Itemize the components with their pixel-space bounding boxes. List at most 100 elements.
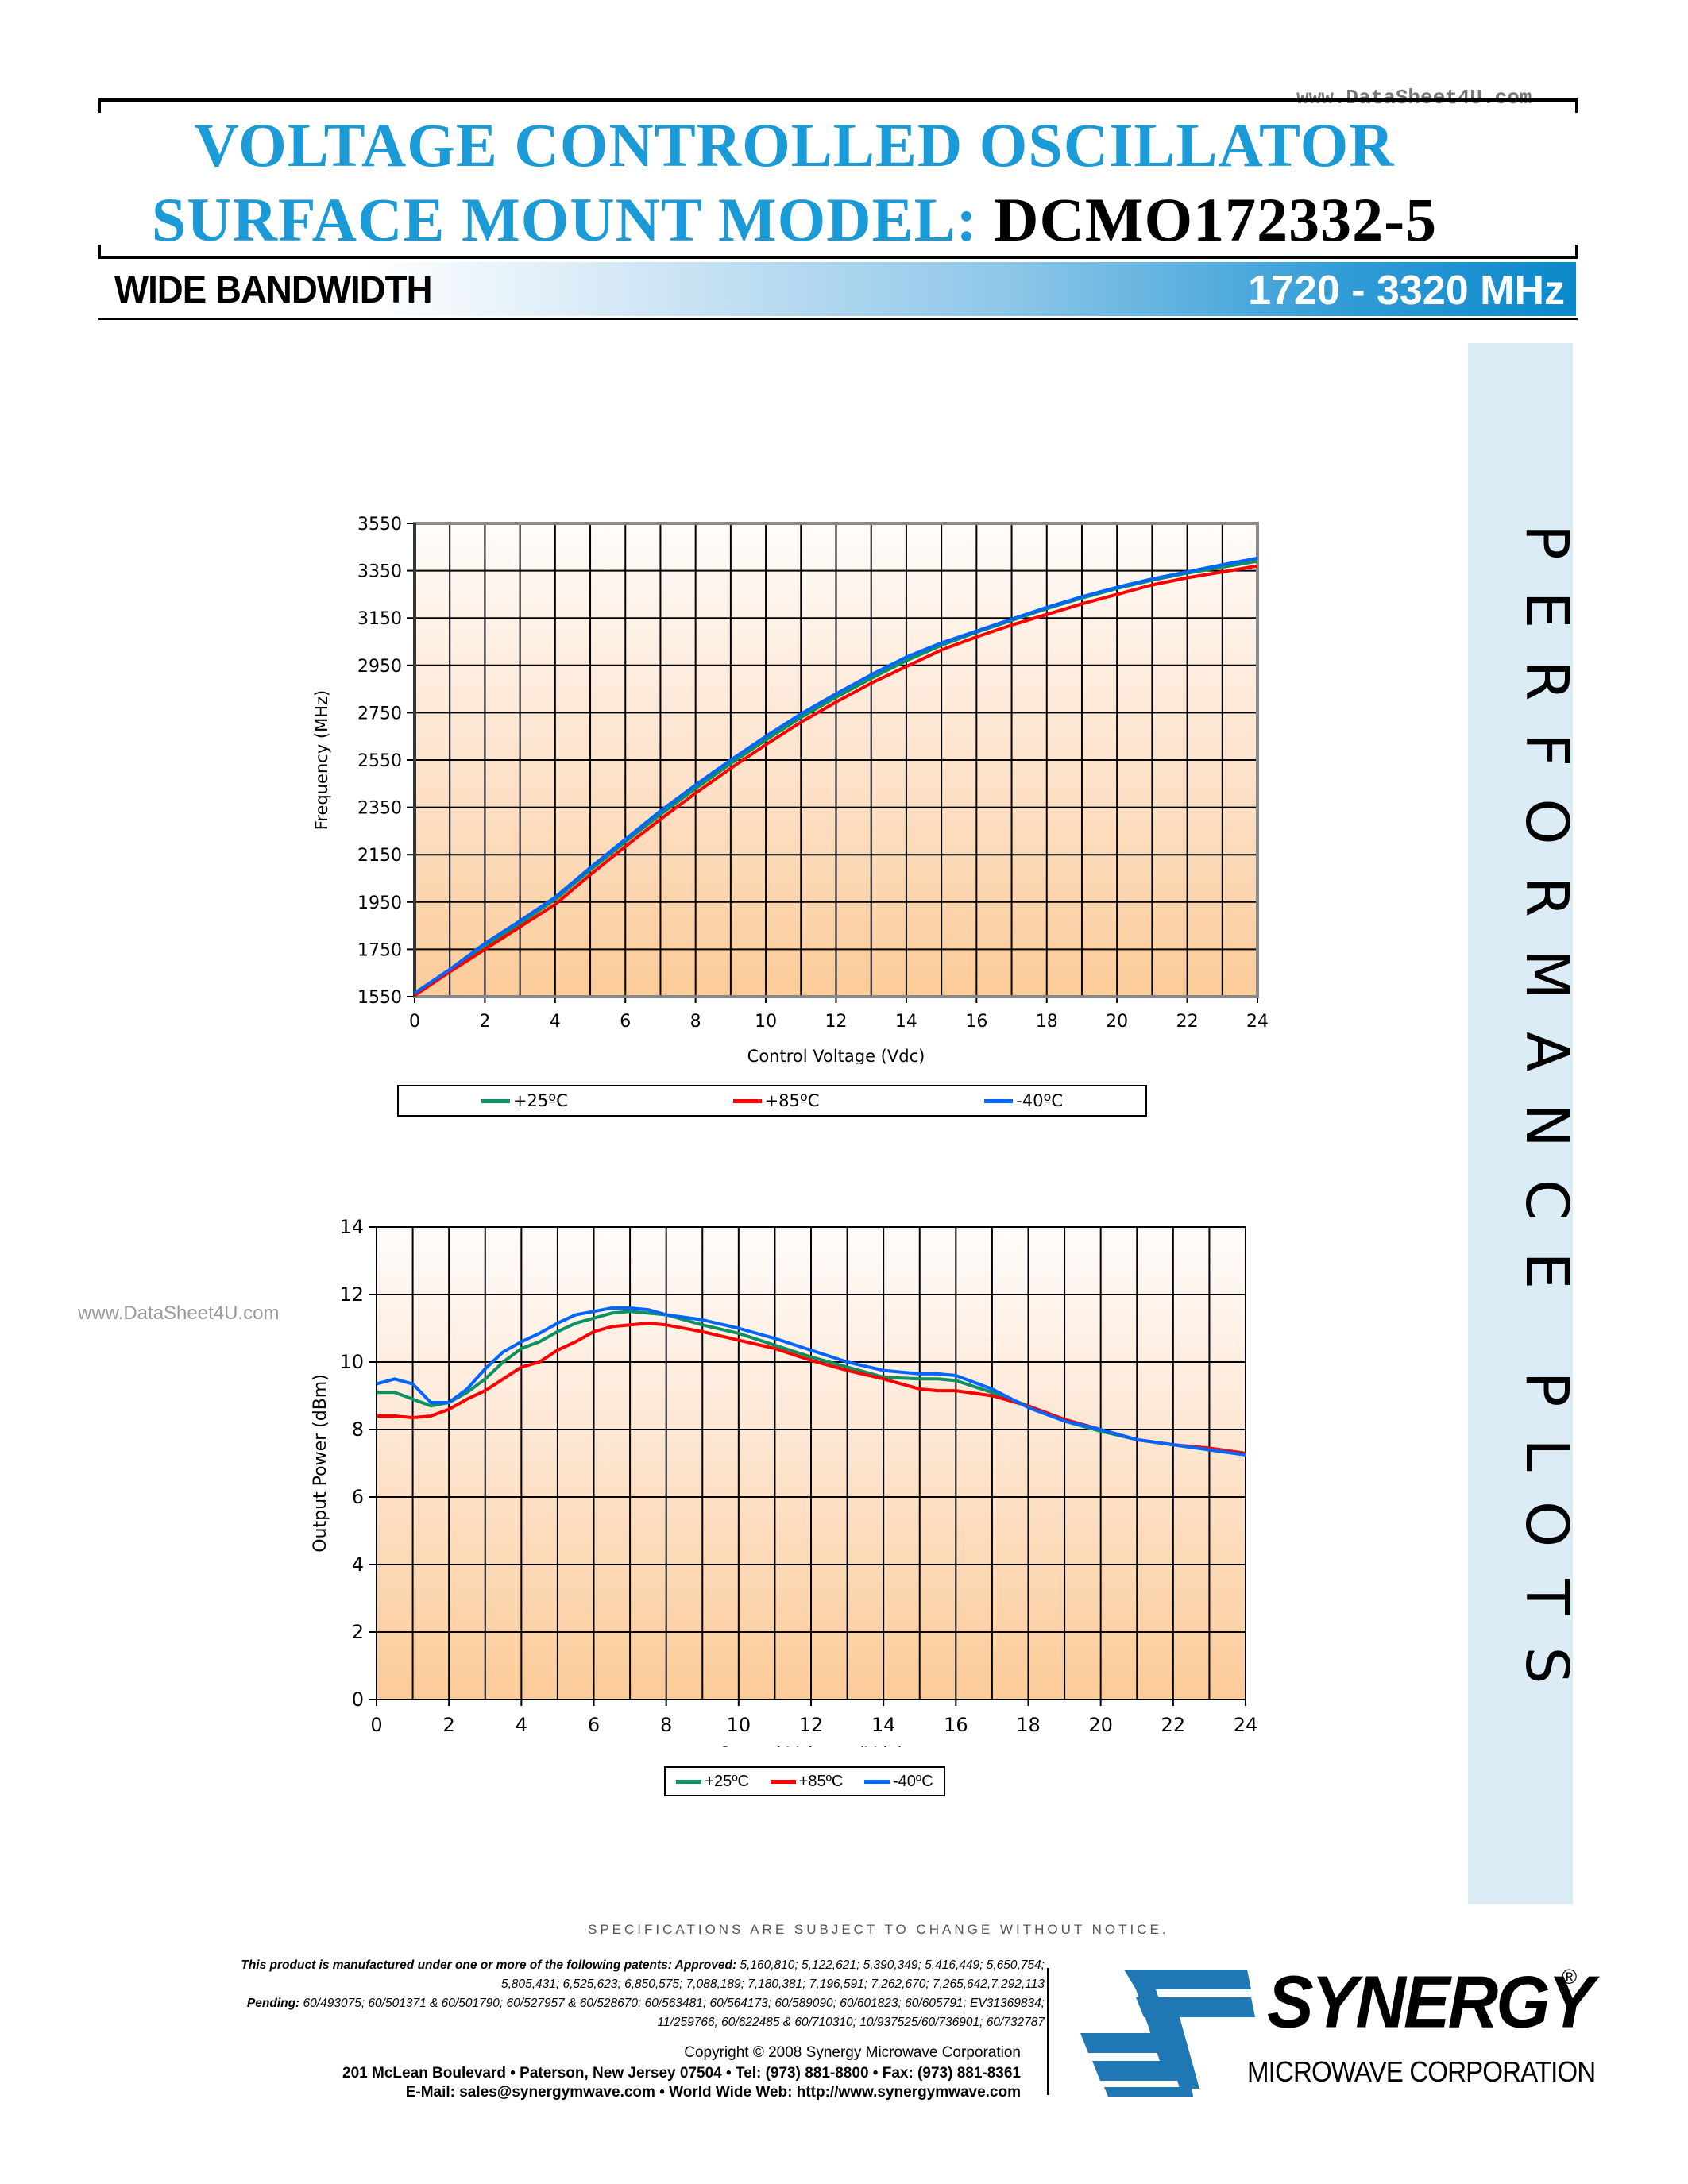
legend-label: -40ºC (1016, 1091, 1064, 1110)
legend-label: +25ºC (512, 1091, 568, 1110)
patents-approved-line2: 5,805,431; 6,525,623; 6,850,575; 7,088,1… (500, 1978, 1045, 1991)
svg-text:1950: 1950 (357, 893, 402, 913)
legend-item-25c: +25ºC (676, 1773, 749, 1791)
synergy-logo: SYNERGY ® MICROWAVE CORPORATION (1080, 1961, 1596, 2097)
svg-text:2: 2 (443, 1714, 455, 1736)
svg-text:12: 12 (799, 1714, 824, 1736)
legend-swatch-red (770, 1779, 796, 1784)
title-line-1: VOLTAGE CONTROLLED OSCILLATOR (194, 110, 1395, 179)
model-number: DCMO172332-5 (994, 185, 1438, 254)
watermark-left: www.DataSheet4U.com (78, 1302, 280, 1324)
svg-text:14: 14 (871, 1714, 896, 1736)
legend-label: +25ºC (705, 1772, 750, 1790)
patents-pending-line2: 11/259766; 60/622485 & 60/710310; 10/937… (657, 2016, 1045, 2029)
legend-swatch-green (676, 1779, 702, 1784)
svg-text:18: 18 (1016, 1714, 1041, 1736)
svg-text:3350: 3350 (357, 562, 402, 582)
legend-label: -40ºC (893, 1772, 933, 1790)
header-bottom-rule (98, 256, 1578, 259)
legend-item-m40c: -40ºC (984, 1091, 1063, 1110)
svg-text:4: 4 (352, 1553, 364, 1576)
svg-text:24: 24 (1246, 1012, 1269, 1032)
patents-approved-1: 5,160,810; 5,122,621; 5,390,349; 5,416,4… (740, 1958, 1045, 1972)
sidebar-panel (1468, 343, 1573, 1904)
svg-text:22: 22 (1161, 1714, 1186, 1736)
svg-text:12: 12 (825, 1012, 848, 1032)
svg-text:Control Voltage (Vdc): Control Voltage (Vdc) (747, 1047, 925, 1064)
band-label: WIDE BANDWIDTH (114, 269, 433, 311)
svg-text:2550: 2550 (357, 751, 402, 771)
legend-item-m40c: -40ºC (864, 1773, 933, 1791)
legend-label: +85ºC (764, 1091, 820, 1110)
svg-text:6: 6 (620, 1012, 631, 1032)
svg-text:14: 14 (895, 1012, 917, 1032)
header-top-rule (98, 98, 1578, 102)
svg-text:22: 22 (1176, 1012, 1199, 1032)
svg-text:16: 16 (944, 1714, 968, 1736)
svg-text:20: 20 (1088, 1714, 1113, 1736)
svg-text:20: 20 (1106, 1012, 1128, 1032)
svg-text:10: 10 (339, 1351, 364, 1373)
svg-text:2: 2 (479, 1012, 490, 1032)
patents-intro: This product is manufactured under one o… (241, 1958, 737, 1972)
svg-text:4: 4 (550, 1012, 561, 1032)
header-left-tick-bottom (98, 245, 101, 257)
svg-text:0: 0 (370, 1714, 382, 1736)
svg-text:Output Power (dBm): Output Power (dBm) (311, 1374, 330, 1553)
svg-text:8: 8 (660, 1714, 672, 1736)
logo-word: SYNERGY (1267, 1960, 1594, 2043)
svg-text:8: 8 (352, 1418, 364, 1441)
patents-approved-line1: This product is manufactured under one o… (241, 1958, 1045, 1973)
power-chart: 02468101214024681012141618202224Control … (311, 1216, 1257, 1747)
legend-item-85c: +85ºC (770, 1772, 844, 1791)
copyright: Copyright © 2008 Synergy Microwave Corpo… (684, 2044, 1021, 2061)
bandwidth-band: WIDE BANDWIDTH 1720 - 3320 MHz (98, 262, 1576, 316)
frequency-chart: 1550 1750 1950 2150 2350 2550 2750 2950 3150 3350… (312, 515, 1269, 1064)
header-right-tick-bottom (1575, 245, 1578, 257)
title-prefix: SURFACE MOUNT MODEL: (151, 185, 978, 254)
legend-swatch-red (732, 1098, 762, 1103)
spec-notice: SPECIFICATIONS ARE SUBJECT TO CHANGE WIT… (588, 1922, 1169, 1937)
svg-text:0: 0 (409, 1012, 420, 1032)
svg-text:12: 12 (339, 1283, 364, 1306)
svg-text:6: 6 (588, 1714, 600, 1736)
svg-text:8: 8 (690, 1012, 701, 1032)
svg-text:1550: 1550 (357, 988, 402, 1008)
svg-text:2150: 2150 (357, 846, 402, 866)
svg-text:2350: 2350 (357, 799, 402, 819)
svg-text:4: 4 (516, 1714, 527, 1736)
frequency-plot-area: 1550 1750 1950 2150 2350 2550 2750 2950 3150 3350… (312, 515, 1269, 1064)
svg-text:2950: 2950 (357, 657, 402, 677)
patents-pending-1: 60/493075; 60/501371 & 60/501790; 60/527… (303, 1997, 1045, 2010)
power-legend: +25ºC +85ºC -40ºC (664, 1766, 945, 1796)
watermark-top: www.DataSheet4U.com (1296, 86, 1532, 110)
power-plot-area: 02468101214024681012141618202224Control … (311, 1216, 1257, 1747)
footer-divider (1047, 1968, 1049, 2095)
svg-text:2: 2 (352, 1621, 364, 1643)
svg-text:10: 10 (727, 1714, 751, 1736)
frequency-range: 1720 - 3320 MHz (1248, 268, 1565, 314)
svg-text:10: 10 (755, 1012, 777, 1032)
legend-swatch-blue (864, 1779, 890, 1784)
band-bottom-rule (98, 318, 1578, 320)
svg-text:1750: 1750 (357, 940, 402, 960)
svg-text:0: 0 (352, 1688, 364, 1711)
legend-swatch-green (481, 1098, 510, 1103)
logo-registered: ® (1562, 1965, 1578, 1989)
legend-label: +85ºC (798, 1772, 844, 1790)
svg-text:24: 24 (1234, 1714, 1258, 1736)
svg-text:Frequency (MHz): Frequency (MHz) (312, 690, 331, 830)
contact: E-Mail: sales@synergymwave.com • World W… (405, 2084, 1021, 2101)
svg-text:3150: 3150 (357, 609, 402, 629)
header-right-tick (1575, 98, 1578, 113)
legend-item-25c: +25ºC (481, 1091, 568, 1110)
svg-text:3550: 3550 (357, 515, 402, 534)
patents-pending-line1: Pending: 60/493075; 60/501371 & 60/50179… (247, 1997, 1045, 2011)
title-line-2: SURFACE MOUNT MODEL: DCMO172332-5 (0, 184, 1589, 256)
legend-swatch-blue (984, 1098, 1014, 1103)
frequency-legend: +25ºC +85ºC -40ºC (397, 1085, 1147, 1117)
logo-subtitle: MICROWAVE CORPORATION (1247, 2055, 1596, 2088)
svg-text:16: 16 (965, 1012, 987, 1032)
legend-item-85c: +85ºC (732, 1091, 820, 1110)
sidebar-label: PERFORMANCE PLOTS (1512, 524, 1581, 1716)
